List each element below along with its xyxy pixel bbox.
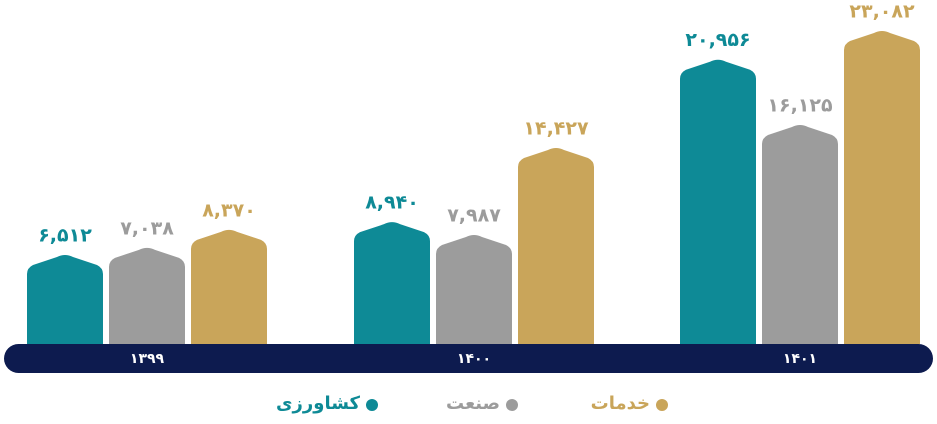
x-tick-label: ۱۴۰۱ [783,351,817,367]
value-label: ۸,۹۴۰ [365,192,419,214]
value-label: ۲۳,۰۸۲ [849,1,915,23]
value-label: ۷,۰۳۸ [120,217,174,239]
value-label: ۶,۵۱۲ [38,224,92,246]
category-band [4,344,933,373]
bar [436,235,512,344]
x-tick-label: ۱۳۹۹ [130,351,165,367]
legend-marker [656,399,668,411]
legend-label: کشاورزی [276,393,360,414]
bar [109,247,185,344]
bar [518,147,594,344]
value-label: ۷,۹۸۷ [447,205,501,227]
legend-label: خدمات [591,393,650,414]
bar [844,31,920,344]
bar [680,59,756,345]
bar [27,254,103,344]
value-label: ۸,۳۷۰ [202,199,256,221]
value-label: ۱۴,۴۲۷ [523,117,589,139]
x-tick-label: ۱۴۰۰ [457,351,491,367]
bar [762,125,838,344]
bar [354,222,430,344]
legend-label: صنعت [446,393,500,414]
value-label: ۱۶,۱۲۵ [767,95,833,117]
legend-marker [506,399,518,411]
legend-marker [366,399,378,411]
value-label: ۲۰,۹۵۶ [685,29,750,51]
bar [191,229,267,344]
